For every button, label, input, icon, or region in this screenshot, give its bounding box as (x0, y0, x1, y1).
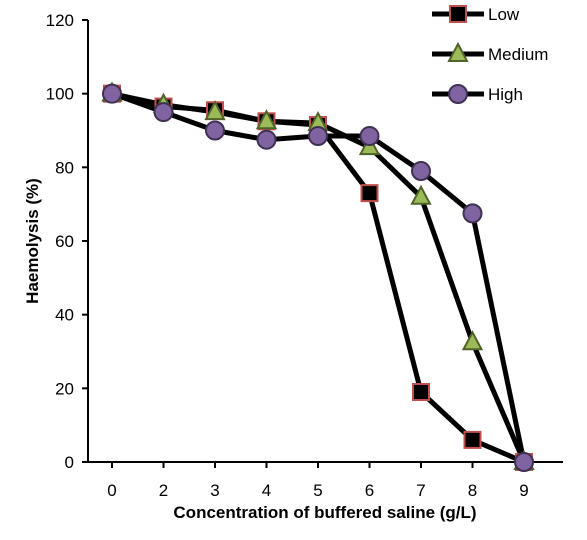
y-tick-label: 120 (46, 11, 74, 30)
legend: Low Medium High (432, 5, 548, 104)
data-point-low (412, 383, 430, 402)
data-point-medium (204, 99, 226, 121)
y-tick-label: 100 (46, 85, 74, 104)
legend-label-medium: Medium (488, 45, 548, 64)
legend-marker-low (449, 5, 467, 23)
series-line-high (111, 91, 527, 463)
x-tick-label: 7 (416, 481, 425, 500)
data-point-low (360, 184, 379, 203)
data-point-high (205, 120, 225, 141)
x-tick-label: 3 (210, 481, 219, 500)
data-point-high (102, 83, 122, 104)
y-ticks: 0 20 40 60 80 100 120 (46, 11, 88, 472)
x-axis-title: Concentration of buffered saline (g/L) (173, 503, 476, 522)
y-tick-label: 60 (55, 232, 74, 251)
data-point-high (153, 102, 174, 123)
x-tick-label: 0 (107, 481, 116, 500)
data-point-high (308, 126, 328, 147)
data-point-medium (461, 330, 484, 351)
x-tick-label: 6 (365, 481, 374, 500)
data-point-low (463, 430, 482, 449)
series-group (101, 81, 535, 472)
x-tick-label: 9 (519, 481, 528, 500)
x-tick-label: 5 (313, 481, 322, 500)
data-point-high (462, 203, 483, 224)
data-point-medium (410, 184, 432, 205)
x-tick-label: 4 (262, 481, 271, 500)
x-ticks: 0 2 3 4 5 6 7 8 9 (107, 462, 529, 500)
x-tick-label: 8 (468, 481, 477, 500)
y-tick-label: 80 (55, 158, 74, 177)
y-axis-title: Haemolysis (%) (23, 178, 42, 304)
y-tick-label: 40 (55, 306, 74, 325)
series-line-medium (111, 91, 527, 463)
x-tick-label: 2 (159, 481, 168, 500)
y-tick-label: 0 (65, 453, 74, 472)
y-tick-label: 20 (55, 379, 74, 398)
legend-label-high: High (488, 85, 523, 104)
legend-marker-high (448, 84, 468, 104)
data-point-high (256, 129, 277, 150)
series-line-low (111, 91, 525, 465)
data-point-high (359, 126, 380, 147)
data-point-high (514, 452, 534, 472)
legend-label-low: Low (488, 5, 520, 24)
data-point-medium (255, 109, 278, 130)
data-point-high (411, 161, 431, 182)
legend-marker-medium (447, 41, 469, 62)
